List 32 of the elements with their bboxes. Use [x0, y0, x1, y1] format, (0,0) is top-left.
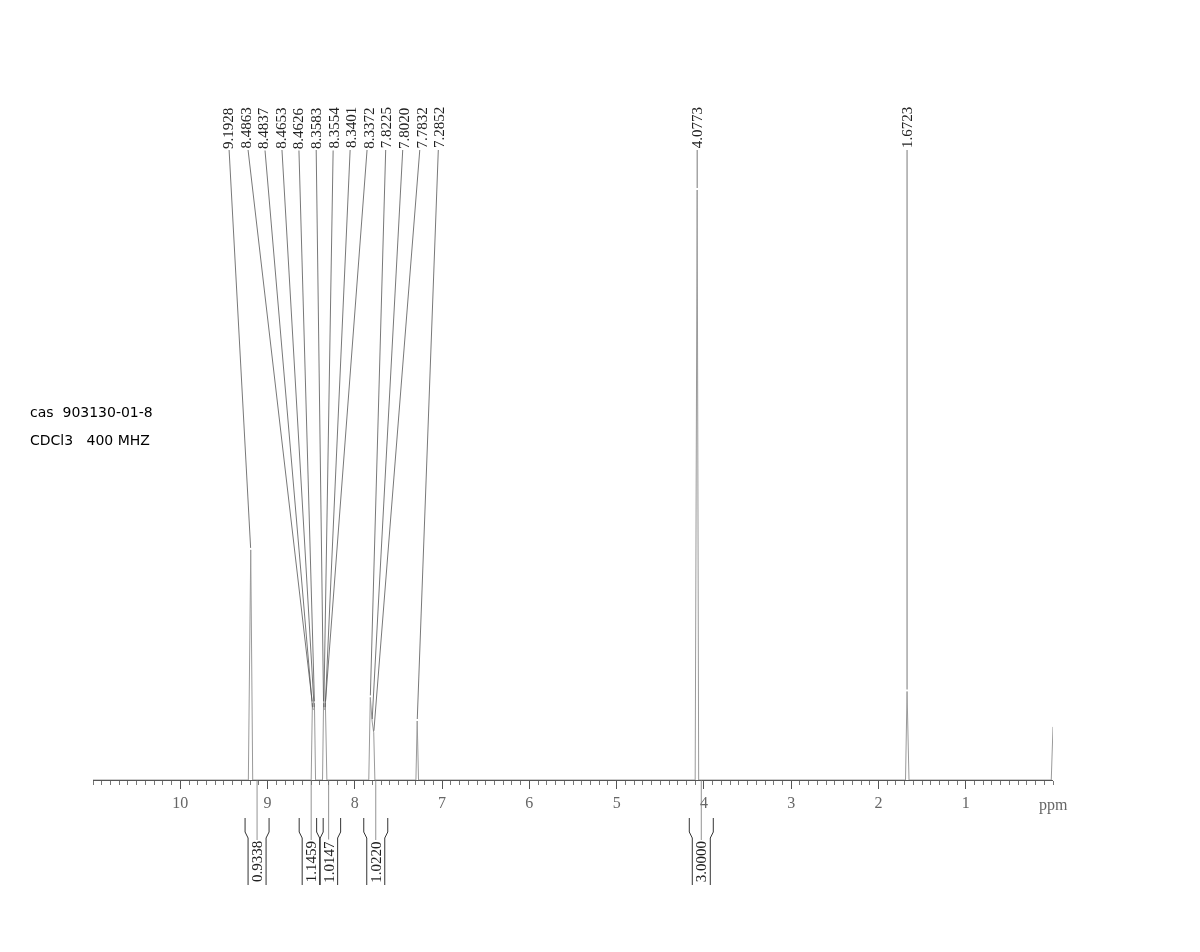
annotation: 8.3401: [343, 106, 360, 149]
x-tick-label: 10: [172, 794, 189, 812]
x-tick-label: 9: [263, 794, 272, 812]
annotation: 8.4653: [272, 107, 289, 149]
annotation: 8.3583: [307, 107, 324, 149]
annotation: 8.4863: [237, 107, 254, 149]
x-tick-label: 3: [787, 794, 796, 812]
x-tick-label: 5: [612, 794, 621, 812]
annotation: CDCl3 400 MHZ: [30, 432, 150, 448]
x-tick-label: 6: [525, 794, 534, 812]
annotation: 9.1928: [219, 107, 236, 149]
x-tick-label: 7: [438, 794, 447, 812]
annotation: 4.0773: [689, 106, 706, 149]
annotation: 1.1459: [303, 840, 320, 883]
x-tick-label: 2: [874, 794, 883, 812]
annotation: 8.4626: [290, 107, 307, 150]
annotation: 8.3554: [325, 106, 342, 149]
annotation: 7.8020: [395, 107, 412, 149]
x-axis-title: ppm: [1039, 796, 1068, 814]
annotation: 1.0147: [320, 840, 337, 883]
annotation: 0.9338: [249, 840, 266, 883]
x-tick-label: 1: [961, 794, 970, 812]
annotation: 7.7832: [413, 107, 430, 149]
annotation: 7.8225: [378, 107, 395, 149]
annotation: 8.3372: [360, 107, 377, 149]
annotation: 8.4837: [255, 107, 272, 150]
annotation: 1.0220: [367, 841, 384, 883]
annotation: cas 903130-01-8: [30, 404, 153, 420]
x-tick-label: 8: [350, 794, 359, 812]
annotation: 1.6723: [899, 106, 916, 149]
annotation: 7.2852: [431, 106, 448, 149]
annotation: 3.0000: [693, 841, 710, 883]
